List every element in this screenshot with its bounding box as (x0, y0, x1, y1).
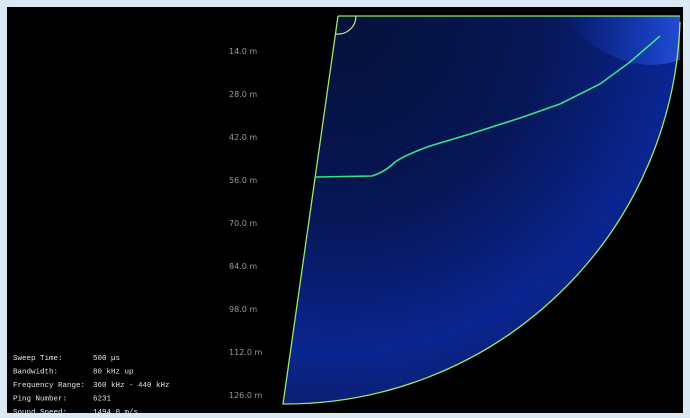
range-label: 112.0 m (229, 348, 262, 357)
info-label: Bandwidth: (13, 369, 58, 377)
range-label: 70.0 m (229, 219, 257, 228)
info-panel: Sweep Time: 500 µs Bandwidth: 80 kHz up Freq… (13, 355, 170, 417)
info-label: Ping Number: (13, 396, 67, 404)
range-label: 28.0 m (229, 90, 257, 99)
info-value: 1494.0 m/s (93, 409, 138, 417)
info-label: Sweep Time: (13, 355, 63, 363)
info-value: 500 µs (93, 355, 120, 363)
info-value: 80 kHz up (93, 369, 134, 377)
range-label: 126.0 m (229, 391, 262, 400)
info-value: 6231 (93, 396, 112, 404)
range-label: 56.0 m (229, 176, 257, 185)
range-label: 42.0 m (229, 133, 257, 142)
range-label: 14.0 m (229, 47, 257, 56)
bottom-track (315, 35, 661, 178)
fan-outline (282, 15, 681, 405)
info-label: Sound Speed: (13, 409, 67, 417)
info-value: 360 kHz - 440 kHz (93, 382, 170, 390)
range-labels: 14.0 m 28.0 m 42.0 m 56.0 m 70.0 m 84.0 m 98.0… (229, 47, 262, 400)
range-label: 84.0 m (229, 262, 257, 271)
apex-arc (335, 15, 357, 35)
info-label: Frequency Range: (13, 382, 85, 390)
return-glow (560, 16, 680, 65)
sonar-fan (283, 16, 680, 405)
range-label: 98.0 m (229, 305, 257, 314)
